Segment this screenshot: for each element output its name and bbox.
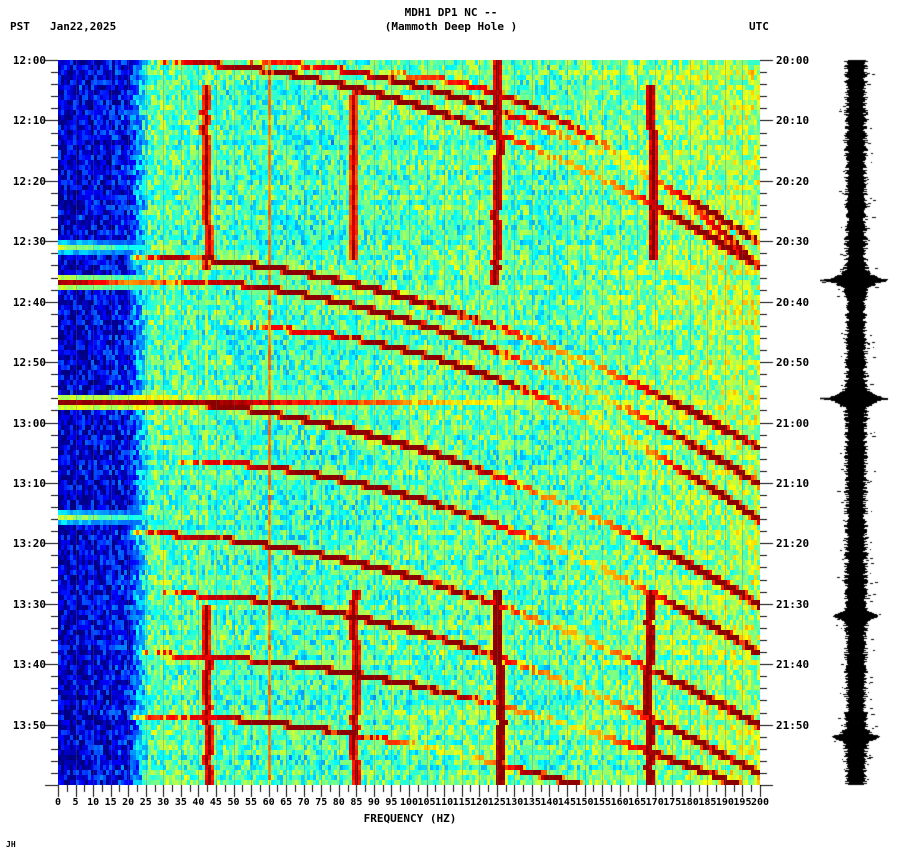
frequency-tick-label: 130 xyxy=(505,797,524,808)
frequency-tick-label: 125 xyxy=(487,797,506,808)
time-tick-label-right: 21:40 xyxy=(776,658,810,672)
time-tick-label-left: 13:50 xyxy=(12,718,46,732)
frequency-tick-label: 165 xyxy=(628,797,647,808)
frequency-tick-label: 195 xyxy=(733,797,752,808)
time-tick-label-left: 12:10 xyxy=(12,114,46,128)
time-tick-label-right: 21:30 xyxy=(776,597,810,611)
frequency-tick-label: 70 xyxy=(297,797,310,808)
frequency-tick-label: 200 xyxy=(750,797,770,808)
frequency-tick-label: 25 xyxy=(139,797,152,808)
frequency-tick-label: 170 xyxy=(645,797,664,808)
frequency-tick-label: 40 xyxy=(192,797,205,808)
frequency-tick-label: 160 xyxy=(610,797,629,808)
time-axis-left-ticks xyxy=(28,56,58,789)
frequency-tick-label: 5 xyxy=(72,797,79,808)
header: PST Jan22,2025 MDH1 DP1 NC -- (Mammoth D… xyxy=(0,0,902,46)
frequency-tick-label: 150 xyxy=(575,797,594,808)
time-tick-label-left: 12:00 xyxy=(12,54,46,67)
time-tick-label-left: 12:40 xyxy=(12,295,46,309)
time-tick-label-right: 20:40 xyxy=(776,295,810,309)
seismogram-trace-panel[interactable] xyxy=(820,56,898,789)
frequency-tick-label: 60 xyxy=(262,797,275,808)
frequency-axis-title: FREQUENCY (HZ) xyxy=(363,812,457,825)
frequency-axis-ticks xyxy=(40,785,780,803)
time-tick-label-left: 13:20 xyxy=(12,537,46,551)
station-subtitle: (Mammoth Deep Hole ) xyxy=(384,20,518,33)
frequency-tick-label: 15 xyxy=(104,797,117,808)
frequency-tick-label: 35 xyxy=(174,797,187,808)
frequency-tick-label: 10 xyxy=(87,797,100,808)
frequency-tick-label: 135 xyxy=(522,797,541,808)
frequency-tick-label: 100 xyxy=(399,797,419,808)
time-tick-label-right: 21:50 xyxy=(776,718,810,732)
frequency-tick-label: 140 xyxy=(540,797,559,808)
time-tick-label-right: 21:10 xyxy=(776,476,810,490)
frequency-tick-label: 105 xyxy=(417,797,436,808)
time-tick-label-left: 12:30 xyxy=(12,235,46,249)
timezone-right-label: UTC xyxy=(749,20,769,33)
frequency-tick-label: 55 xyxy=(245,797,258,808)
time-axis-right-ticks xyxy=(760,56,790,789)
frequency-tick-label: 45 xyxy=(209,797,222,808)
frequency-tick-label: 30 xyxy=(157,797,170,808)
time-tick-label-right: 20:50 xyxy=(776,356,810,370)
frequency-tick-label: 155 xyxy=(593,797,612,808)
frequency-tick-label: 190 xyxy=(715,797,734,808)
frequency-tick-label: 95 xyxy=(385,797,398,808)
frequency-tick-label: 185 xyxy=(698,797,717,808)
frequency-tick-label: 180 xyxy=(680,797,699,808)
station-title: MDH1 DP1 NC -- xyxy=(404,6,498,19)
time-tick-label-right: 20:10 xyxy=(776,114,810,128)
corner-mark: JH xyxy=(6,840,16,849)
frequency-tick-label: 90 xyxy=(367,797,380,808)
time-tick-label-left: 12:50 xyxy=(12,356,46,370)
frequency-tick-label: 120 xyxy=(470,797,489,808)
time-tick-label-left: 13:10 xyxy=(12,476,46,490)
frequency-tick-label: 75 xyxy=(315,797,328,808)
frequency-tick-label: 145 xyxy=(557,797,576,808)
frequency-tick-label: 20 xyxy=(122,797,135,808)
timezone-left-label: PST xyxy=(10,20,30,33)
time-tick-label-left: 13:40 xyxy=(12,658,46,672)
frequency-tick-label: 0 xyxy=(54,797,62,808)
frequency-tick-label: 110 xyxy=(435,797,454,808)
time-tick-label-right: 21:20 xyxy=(776,537,810,551)
time-tick-label-right: 20:00 xyxy=(776,54,810,67)
time-tick-label-right: 20:30 xyxy=(776,235,810,249)
frequency-tick-label: 80 xyxy=(332,797,345,808)
frequency-tick-label: 85 xyxy=(350,797,363,808)
frequency-tick-label: 115 xyxy=(452,797,471,808)
frequency-tick-label: 175 xyxy=(663,797,682,808)
time-tick-label-left: 12:20 xyxy=(12,174,46,188)
time-tick-label-right: 20:20 xyxy=(776,174,810,188)
frequency-tick-label: 50 xyxy=(227,797,240,808)
time-tick-label-left: 13:00 xyxy=(12,416,46,430)
header-date: Jan22,2025 xyxy=(50,20,117,33)
spectrogram-plot[interactable] xyxy=(58,60,760,785)
time-tick-label-right: 21:00 xyxy=(776,416,810,430)
frequency-tick-label: 65 xyxy=(280,797,293,808)
time-tick-label-left: 13:30 xyxy=(12,597,46,611)
